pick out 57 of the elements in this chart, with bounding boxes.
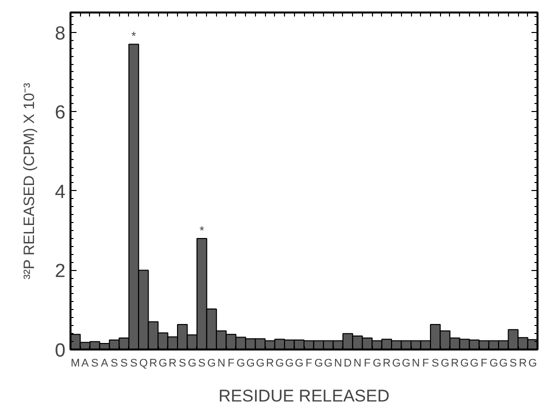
y-tick-label: 6 — [54, 102, 66, 124]
x-tick-label: G — [294, 358, 304, 370]
x-tick-label: G — [489, 358, 498, 370]
x-tick-label: N — [217, 358, 226, 370]
x-tick-label: S — [120, 358, 128, 370]
x-tick-label: G — [256, 358, 265, 370]
x-tick-label: G — [372, 358, 382, 370]
x-tick-label: S — [91, 358, 98, 370]
x-tick-label: G — [158, 358, 168, 370]
x-tick-label: G — [285, 358, 294, 370]
x-tick-label: G — [188, 358, 196, 370]
x-axis-title: RESIDUE RELEASED — [218, 386, 390, 406]
x-tick-label: M — [70, 358, 80, 370]
x-tick-label: D — [344, 358, 352, 370]
x-tick-label: G — [402, 358, 410, 370]
x-tick-label: S — [510, 358, 517, 370]
x-tick-label: G — [499, 358, 508, 370]
x-tick-label: R — [149, 358, 158, 370]
x-tick-label: G — [275, 358, 284, 370]
x-tick-label: N — [354, 358, 362, 370]
x-tick-label: S — [178, 358, 186, 370]
y-tick-label: 8 — [54, 23, 66, 44]
x-tick-label: R — [518, 358, 527, 370]
x-tick-label: N — [412, 358, 420, 370]
annotation: * — [131, 29, 136, 44]
annotation: * — [200, 223, 205, 238]
x-tick-label: G — [246, 358, 255, 370]
x-tick-label: Q — [139, 358, 148, 370]
x-tick-label: G — [207, 358, 216, 370]
y-axis-title: ³²P RELEASED (CPM) X 10⁻³ — [20, 82, 38, 280]
x-tick-label: G — [460, 358, 469, 370]
x-tick-label: F — [306, 358, 313, 370]
x-tick-label: S — [432, 358, 440, 370]
y-tick-label: 2 — [54, 261, 66, 282]
x-tick-label: S — [130, 358, 138, 370]
x-tick-label: G — [324, 358, 333, 370]
x-tick-label: F — [228, 358, 235, 370]
x-tick-label: A — [100, 358, 109, 370]
x-tick-label: G — [236, 358, 246, 370]
x-tick-label: G — [440, 358, 450, 370]
x-tick-label: F — [480, 358, 488, 370]
x-tick-label: R — [382, 358, 391, 370]
x-tick-label: F — [364, 358, 371, 370]
x-tick-label: A — [81, 358, 90, 370]
y-tick-label: 0 — [54, 340, 66, 362]
x-tick-label: S — [110, 358, 118, 370]
x-tick-label: N — [334, 358, 342, 370]
x-tick-label: R — [266, 358, 274, 370]
x-tick-label: R — [450, 358, 459, 370]
x-tick-label: G — [314, 358, 323, 370]
x-tick-label: G — [528, 358, 537, 370]
x-tick-label: F — [422, 358, 430, 370]
x-tick-label: R — [168, 358, 177, 370]
x-tick-label: G — [392, 358, 401, 370]
x-tick-label: S — [198, 358, 206, 370]
x-tick-label: G — [470, 358, 479, 370]
y-tick-label: 4 — [54, 182, 66, 203]
